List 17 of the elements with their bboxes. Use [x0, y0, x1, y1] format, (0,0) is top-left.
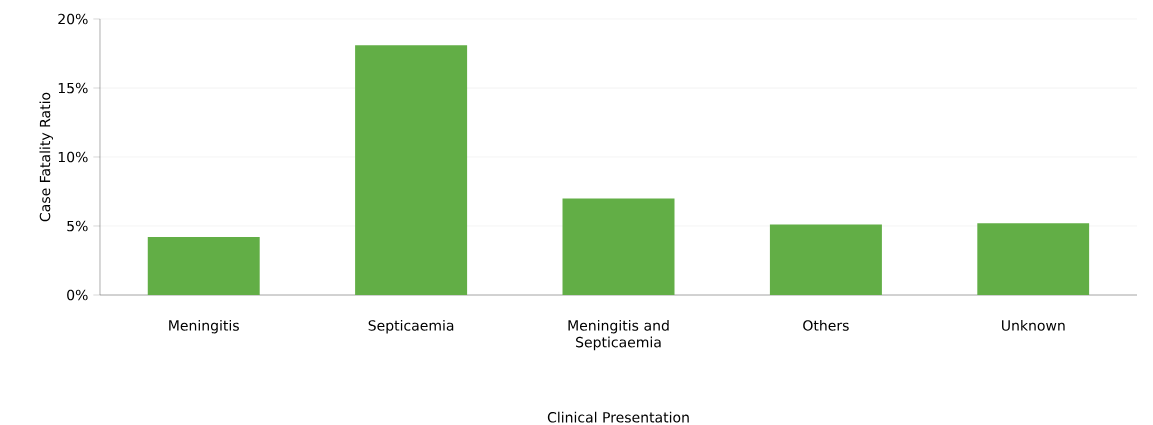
- x-tick-label: Meningitis and Septicaemia: [568, 319, 669, 351]
- y-axis-title: Case Fatality Ratio: [39, 92, 54, 222]
- x-tick-label: Others: [803, 319, 849, 331]
- bar: [147, 237, 260, 295]
- y-tick-label: 15%: [58, 82, 88, 94]
- bar: [977, 223, 1090, 295]
- x-tick-label: Septicaemia: [368, 319, 454, 334]
- y-tick-label: 10%: [58, 151, 88, 163]
- bar: [769, 224, 882, 295]
- bar: [355, 45, 468, 295]
- x-axis-title: Clinical Presentation: [547, 411, 689, 423]
- x-tick-label: Unknown: [1002, 319, 1065, 331]
- bar: [562, 198, 675, 295]
- x-tick-label: Meningitis: [169, 319, 239, 334]
- y-tick-label: 0%: [67, 289, 88, 301]
- y-tick-label: 20%: [58, 13, 88, 25]
- y-tick-label: 5%: [67, 220, 88, 232]
